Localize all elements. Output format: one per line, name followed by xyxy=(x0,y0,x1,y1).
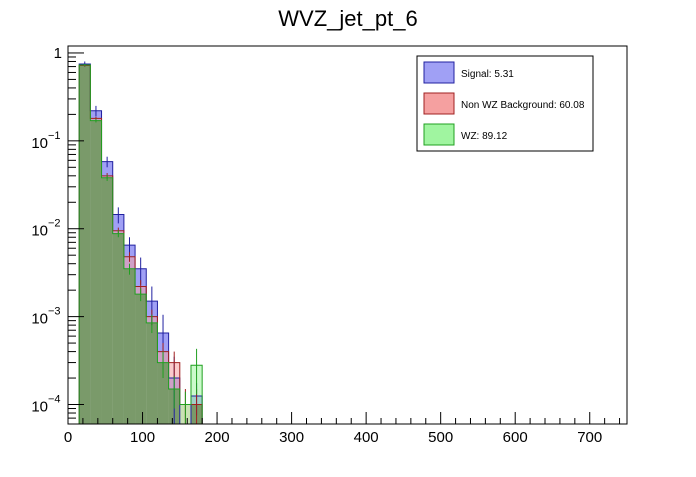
x-tick-label: 700 xyxy=(577,429,602,446)
x-tick-label: 100 xyxy=(130,429,155,446)
overlap-bar-b0 xyxy=(79,65,91,425)
legend-entry-0: Signal: 5.31 xyxy=(461,69,514,80)
y-tick-label: 10 xyxy=(31,223,48,240)
y-tick-exponent: −4 xyxy=(48,394,61,406)
y-tick-exponent: −3 xyxy=(48,306,61,318)
overlap-bar-b3 xyxy=(112,233,124,424)
y-tick-exponent: −2 xyxy=(48,218,61,230)
legend-swatch-2 xyxy=(423,123,455,146)
plot-area xyxy=(78,61,203,425)
overlap-bar-b4 xyxy=(123,268,136,424)
y-tick-label: 1 xyxy=(54,45,62,62)
chart-title: WVZ_jet_pt_6 xyxy=(278,6,417,31)
legend: Signal: 5.31 Non WZ Background: 60.08 WZ: … xyxy=(416,55,594,152)
x-tick-label: 500 xyxy=(428,429,453,446)
legend-entry-1: Non WZ Background: 60.08 xyxy=(461,100,585,111)
x-tick-label: 300 xyxy=(279,429,304,446)
x-tick-label: 600 xyxy=(503,429,528,446)
overlap-bar-b6 xyxy=(146,322,158,424)
x-tick-label: 0 xyxy=(64,429,72,446)
overlap-bar-b7 xyxy=(157,362,169,424)
legend-swatch-0 xyxy=(423,61,455,84)
legend-swatch-1 xyxy=(423,92,455,115)
x-tick-label: 200 xyxy=(205,429,230,446)
y-tick-label: 10 xyxy=(31,311,48,328)
overlap-bar-b5 xyxy=(135,294,147,424)
overlap-bar-b1 xyxy=(90,120,102,425)
overlap-bar-b2 xyxy=(101,177,113,424)
plot-frame xyxy=(67,45,628,425)
y-tick-label: 10 xyxy=(31,399,48,416)
y-tick-exponent: −1 xyxy=(48,130,61,142)
legend-entry-2: WZ: 89.12 xyxy=(461,131,508,142)
y-tick-label: 10 xyxy=(31,135,48,152)
x-tick-label: 400 xyxy=(354,429,379,446)
